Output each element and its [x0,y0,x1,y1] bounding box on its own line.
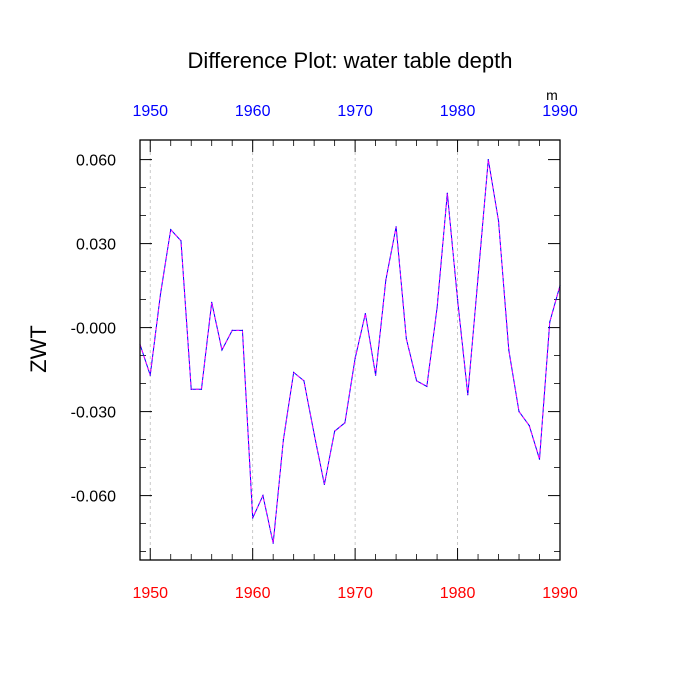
x-tick-label-bottom: 1990 [542,585,578,602]
data-point [415,380,418,382]
y-tick-label: -0.060 [71,489,116,506]
series-layer [139,159,561,544]
data-point [170,229,172,231]
data-point [375,374,377,376]
chart-title: Difference Plot: water table depth [188,48,513,73]
data-point [518,411,520,413]
data-point [211,301,213,303]
data-point [241,329,244,331]
data-point [467,394,469,396]
units-label: m [546,87,558,103]
plot-frame [139,139,561,561]
data-point [262,495,264,497]
data-point [456,299,459,301]
y-axis-label: ZWT [26,325,51,373]
y-tick-label: -0.030 [71,405,116,422]
data-point [528,425,530,427]
data-point [385,279,387,281]
data-point [323,483,325,485]
data-point [200,388,203,390]
data-point [149,374,151,376]
data-point [508,349,510,351]
y-tick-label: 0.060 [76,153,116,170]
data-point [426,385,428,387]
data-point [549,321,551,323]
x-tick-label-top: 1950 [132,103,168,120]
data-point [344,422,346,424]
grid-lines [149,140,458,560]
y-tick-label: -0.000 [71,321,116,338]
data-point [538,458,541,460]
data-point [303,380,305,382]
data-point [395,226,397,228]
data-point [231,329,233,331]
data-point [190,388,192,390]
data-point [272,542,274,544]
series-line [139,159,561,544]
x-tick-label-bottom: 1950 [132,585,168,602]
y-tick-label: 0.030 [76,237,116,254]
data-point [364,313,366,315]
tick-labels: 1950 1950 1960 1960 1970 1970 1980 1980 1990 1990… [71,103,578,602]
x-tick-label-top: 1960 [235,103,271,120]
data-point [354,357,356,359]
data-point [221,349,223,351]
x-tick-label-top: 1970 [337,103,373,120]
data-point [159,293,162,295]
data-point [313,433,315,435]
data-point [180,240,182,242]
x-tick-label-top: 1980 [440,103,476,120]
x-tick-label-bottom: 1980 [440,585,476,602]
data-point [477,276,479,278]
data-point [282,439,285,441]
x-tick-label-top: 1990 [542,103,578,120]
data-point [436,307,438,309]
x-tick-label-bottom: 1960 [235,585,271,602]
data-point [497,220,500,222]
data-point [252,517,254,519]
axis-ticks [140,140,561,560]
data-point [405,338,407,340]
data-point [293,371,295,373]
series-line-dash [139,159,561,544]
data-point [487,159,489,161]
x-tick-label-bottom: 1970 [337,585,373,602]
data-point [446,192,448,194]
data-point [334,430,336,432]
